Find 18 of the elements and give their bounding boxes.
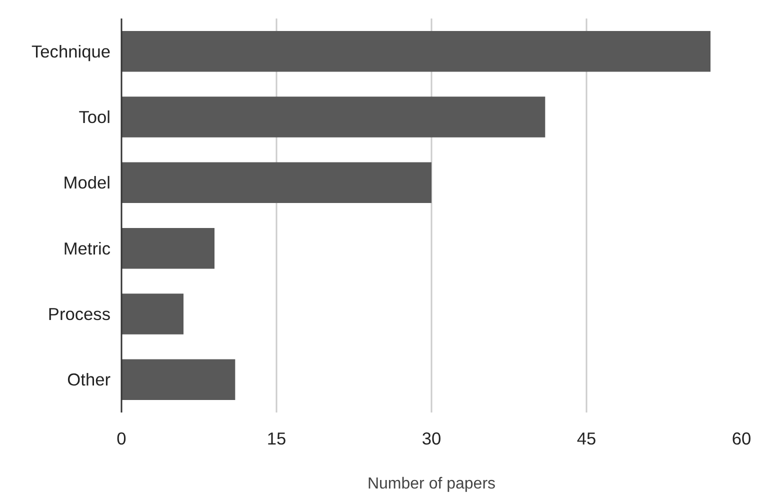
bar bbox=[122, 359, 236, 400]
y-tick-label: Metric bbox=[63, 238, 111, 258]
y-tick-label: Other bbox=[67, 370, 111, 390]
x-tick-label: 15 bbox=[266, 428, 286, 448]
bar bbox=[122, 162, 432, 204]
y-tick-label: Tool bbox=[78, 107, 111, 127]
y-tick-label: Model bbox=[63, 172, 111, 193]
y-tick-label: Technique bbox=[32, 41, 111, 62]
x-tick-label: 60 bbox=[732, 428, 752, 448]
y-tick-label: Process bbox=[48, 304, 111, 324]
x-tick-label: 45 bbox=[576, 428, 596, 448]
x-tick-label: 0 bbox=[116, 428, 126, 448]
bar bbox=[122, 228, 214, 269]
x-axis-title: Number of papers bbox=[367, 476, 496, 492]
bar bbox=[122, 30, 710, 72]
x-tick-label: 30 bbox=[422, 428, 442, 448]
bar bbox=[122, 96, 546, 138]
bar bbox=[122, 294, 184, 334]
